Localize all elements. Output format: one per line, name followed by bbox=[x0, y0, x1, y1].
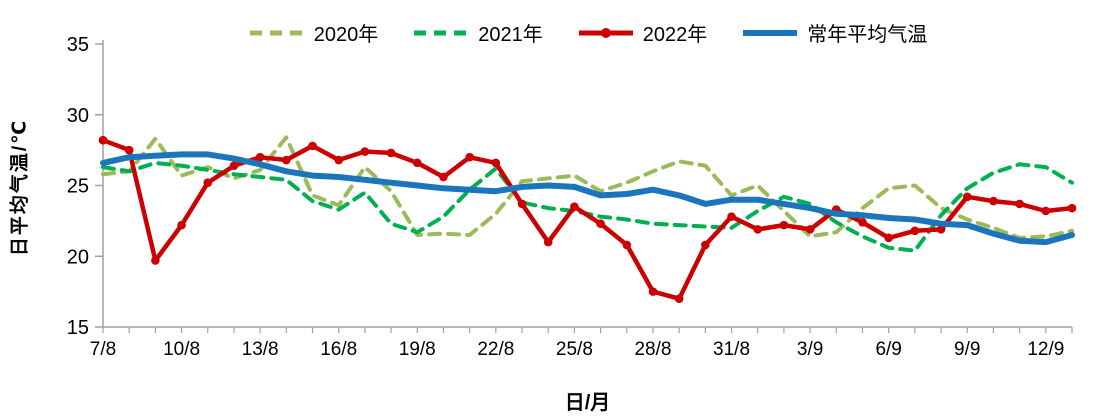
series-marker-2022年 bbox=[936, 225, 946, 234]
y-axis-title: 日平均气温/℃ bbox=[9, 118, 31, 257]
x-tick-label: 25/8 bbox=[556, 339, 593, 360]
legend-label: 常年平均气温 bbox=[807, 24, 928, 46]
series-line-2021年 bbox=[101, 160, 1074, 253]
x-tick-label: 28/8 bbox=[634, 339, 671, 360]
x-tick-label: 31/8 bbox=[713, 339, 750, 360]
legend-swatch-dashed-line-icon bbox=[249, 30, 304, 35]
series-marker-2022年 bbox=[570, 202, 579, 212]
legend-label: 2022年 bbox=[642, 24, 708, 46]
series-marker-2022年 bbox=[334, 155, 344, 165]
series-marker-2022年 bbox=[674, 294, 684, 304]
series-marker-2022年 bbox=[727, 212, 736, 221]
series-marker-2022年 bbox=[360, 147, 370, 156]
chart-legend: 2020年 2021年 2022年 常年平均气温 bbox=[103, 18, 1072, 47]
y-tick-label: 35 bbox=[67, 34, 89, 56]
series-marker-2022年 bbox=[229, 161, 239, 170]
series-marker-2022年 bbox=[805, 225, 815, 234]
series-marker-2022年 bbox=[517, 199, 527, 209]
series-marker-2022年 bbox=[753, 225, 763, 234]
series-marker-2022年 bbox=[962, 192, 972, 202]
y-tick-label: 25 bbox=[67, 176, 89, 198]
series-marker-2022年 bbox=[151, 256, 160, 265]
x-tick-label: 10/8 bbox=[163, 339, 200, 360]
x-tick-label: 19/8 bbox=[399, 339, 436, 360]
series-marker-2022年 bbox=[386, 148, 396, 158]
series-marker-2022年 bbox=[98, 135, 108, 145]
series-marker-2022年 bbox=[910, 226, 920, 236]
legend-label: 2021年 bbox=[478, 24, 543, 46]
legend-swatch-line-icon bbox=[578, 27, 633, 38]
legend-item-3: 常年平均气温 bbox=[741, 18, 927, 47]
legend-label: 2020年 bbox=[313, 24, 379, 46]
series-marker-2022年 bbox=[412, 158, 422, 168]
series-marker-2022年 bbox=[622, 240, 632, 250]
x-tick-label: 7/8 bbox=[90, 339, 116, 360]
series-marker-2022年 bbox=[779, 220, 789, 230]
series-marker-2022年 bbox=[701, 240, 710, 250]
series-marker-2022年 bbox=[282, 155, 291, 165]
series-marker-2022年 bbox=[1041, 206, 1051, 216]
series-line-2022年 bbox=[100, 137, 1075, 301]
x-tick-label: 6/9 bbox=[875, 339, 901, 360]
series-marker-2022年 bbox=[1015, 199, 1024, 209]
x-tick-label: 9/9 bbox=[954, 339, 980, 360]
x-axis-title: 日/月 bbox=[564, 392, 611, 414]
x-tick-label: 13/8 bbox=[242, 339, 279, 360]
legend-item-1: 2021年 bbox=[412, 18, 543, 47]
legend-item-0: 2020年 bbox=[248, 18, 379, 47]
legend-swatch-dashed-line-icon bbox=[414, 30, 469, 35]
series-marker-2022年 bbox=[308, 141, 317, 151]
series-marker-2022年 bbox=[1067, 203, 1077, 213]
legend-swatch-line-icon bbox=[743, 29, 798, 36]
series-marker-2022年 bbox=[465, 152, 474, 162]
series-marker-2022年 bbox=[884, 233, 893, 243]
x-tick-label: 3/9 bbox=[797, 339, 823, 360]
x-tick-label: 22/8 bbox=[477, 339, 514, 360]
series-marker-2022年 bbox=[177, 220, 186, 230]
series-marker-2022年 bbox=[596, 219, 605, 229]
y-tick-label: 20 bbox=[67, 246, 89, 268]
legend-item-2: 2022年 bbox=[577, 18, 708, 47]
series-marker-2022年 bbox=[203, 178, 213, 187]
y-tick-label: 30 bbox=[67, 105, 89, 127]
x-tick-label: 12/9 bbox=[1027, 339, 1064, 360]
series-marker-2022年 bbox=[491, 158, 501, 168]
series-marker-2022年 bbox=[543, 237, 553, 247]
series-marker-2022年 bbox=[858, 217, 867, 227]
series-line-常年平均气温 bbox=[100, 151, 1075, 246]
y-tick-label: 15 bbox=[67, 317, 89, 339]
series-marker-2022年 bbox=[989, 196, 998, 206]
series-marker-2022年 bbox=[255, 152, 265, 162]
x-tick-label: 16/8 bbox=[320, 339, 357, 360]
series-line-2020年 bbox=[101, 135, 1074, 240]
series-marker-2022年 bbox=[439, 172, 448, 182]
series-marker-2022年 bbox=[124, 145, 134, 155]
series-marker-2022年 bbox=[648, 287, 658, 296]
